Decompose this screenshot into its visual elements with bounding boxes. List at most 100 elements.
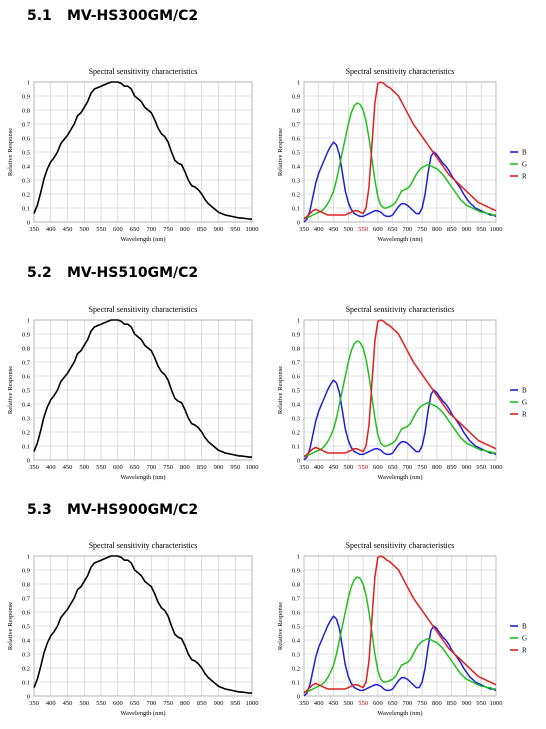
legend-label: G <box>522 161 527 169</box>
y-tick-label: 0.1 <box>22 679 30 686</box>
x-axis-label: Wavelength (nm) <box>120 236 165 243</box>
y-tick-label: 0.4 <box>292 401 301 408</box>
y-tick-label: 1 <box>27 79 30 86</box>
chart-svg: Spectral sensitivity characteristics 350 4… <box>277 305 527 481</box>
y-axis-label: Relative Response <box>277 602 284 650</box>
y-axis-label: Relative Response <box>277 366 284 414</box>
y-tick-label: 0 <box>297 693 300 700</box>
x-tick-label: 700 <box>147 464 157 471</box>
y-tick-label: 1 <box>297 317 300 324</box>
x-tick-label: 700 <box>403 226 413 233</box>
x-tick-label: 900 <box>214 700 224 707</box>
legend-label: B <box>522 387 527 395</box>
y-tick-label: 0.4 <box>292 163 301 170</box>
x-tick-label: 600 <box>373 700 383 707</box>
legend-label: R <box>522 647 527 655</box>
y-tick-label: 0.1 <box>292 679 300 686</box>
x-tick-label: 850 <box>447 464 457 471</box>
x-tick-label: 350 <box>29 226 39 233</box>
mono-chart-5-2: Spectral sensitivity characteristics 350 4… <box>0 300 268 488</box>
x-tick-label: 600 <box>373 226 383 233</box>
y-tick-label: 0.7 <box>292 359 301 366</box>
series-line-r <box>303 319 497 458</box>
x-tick-label: 650 <box>130 464 140 471</box>
x-tick-label: 500 <box>79 700 89 707</box>
x-tick-label: 750 <box>417 700 427 707</box>
y-tick-label: 0.9 <box>292 93 300 100</box>
y-tick-label: 0.3 <box>22 651 30 658</box>
y-tick-label: 0.3 <box>292 415 300 422</box>
section-title-5-2: 5.2 MV-HS510GM/C2 <box>27 265 198 281</box>
y-tick-label: 0.9 <box>22 331 30 338</box>
y-tick-label: 0 <box>297 219 300 226</box>
y-tick-label: 0.3 <box>292 651 300 658</box>
x-tick-label: 750 <box>417 464 427 471</box>
legend-label: R <box>522 411 527 419</box>
y-tick-label: 1 <box>27 317 30 324</box>
x-tick-label: 500 <box>343 700 353 707</box>
y-tick-label: 0.2 <box>292 429 300 436</box>
y-tick-label: 0.8 <box>292 107 300 114</box>
x-tick-label: 950 <box>476 464 486 471</box>
y-tick-label: 0.7 <box>292 121 301 128</box>
x-tick-label: 350 <box>29 700 39 707</box>
y-tick-label: 0.6 <box>22 135 31 142</box>
x-tick-label: 650 <box>388 700 398 707</box>
x-tick-label: 750 <box>163 464 173 471</box>
x-tick-label: 400 <box>314 226 324 233</box>
section-number: 5.1 <box>27 8 52 24</box>
y-tick-label: 0.6 <box>292 609 301 616</box>
y-tick-label: 0.3 <box>292 177 300 184</box>
chart-title: Spectral sensitivity characteristics <box>89 67 198 76</box>
x-tick-label: 550 <box>96 226 106 233</box>
legend-label: G <box>522 399 527 407</box>
x-tick-label: 550 <box>358 700 368 707</box>
x-tick-label: 700 <box>147 226 157 233</box>
mono-chart-5-1: Spectral sensitivity characteristics 350 4… <box>0 62 268 250</box>
x-tick-label: 550 <box>358 464 368 471</box>
series-line-r <box>303 81 497 220</box>
x-axis-label: Wavelength (nm) <box>377 236 422 243</box>
legend-label: G <box>522 635 527 643</box>
series-line-g <box>304 102 496 219</box>
x-tick-label: 600 <box>113 700 123 707</box>
y-axis-label: Relative Response <box>7 128 14 176</box>
y-tick-label: 0.2 <box>22 191 30 198</box>
y-tick-label: 0.7 <box>22 121 31 128</box>
x-tick-label: 500 <box>343 464 353 471</box>
x-tick-label: 800 <box>432 464 442 471</box>
y-axis-label: Relative Response <box>7 366 14 414</box>
x-tick-label: 750 <box>163 700 173 707</box>
x-tick-label: 400 <box>314 464 324 471</box>
x-tick-label: 750 <box>163 226 173 233</box>
x-tick-label: 950 <box>230 464 240 471</box>
x-tick-label: 950 <box>230 700 240 707</box>
y-tick-label: 0.5 <box>292 149 300 156</box>
x-tick-label: 800 <box>180 700 190 707</box>
x-tick-label: 500 <box>343 226 353 233</box>
section-model: MV-HS300GM/C2 <box>67 8 199 24</box>
y-tick-label: 0.2 <box>292 191 300 198</box>
x-tick-label: 800 <box>180 226 190 233</box>
series-line-g <box>304 340 496 457</box>
y-tick-label: 0.8 <box>292 581 300 588</box>
y-tick-label: 0.6 <box>22 373 31 380</box>
section-number: 5.2 <box>27 265 52 281</box>
x-tick-label: 1000 <box>490 700 503 707</box>
chart-svg: Spectral sensitivity characteristics 350 4… <box>7 67 259 243</box>
y-tick-label: 0.8 <box>292 345 300 352</box>
x-tick-label: 800 <box>180 464 190 471</box>
y-tick-label: 0 <box>297 457 300 464</box>
y-tick-label: 0.6 <box>292 135 301 142</box>
x-tick-label: 950 <box>230 226 240 233</box>
y-tick-label: 0.3 <box>22 415 30 422</box>
x-tick-label: 450 <box>63 226 73 233</box>
x-tick-label: 650 <box>130 226 140 233</box>
x-tick-label: 550 <box>96 464 106 471</box>
y-tick-label: 1 <box>27 553 30 560</box>
chart-svg: Spectral sensitivity characteristics 350 4… <box>277 541 527 717</box>
x-tick-label: 400 <box>46 226 56 233</box>
x-tick-label: 850 <box>447 700 457 707</box>
x-tick-label: 950 <box>476 226 486 233</box>
y-tick-label: 0.6 <box>22 609 31 616</box>
